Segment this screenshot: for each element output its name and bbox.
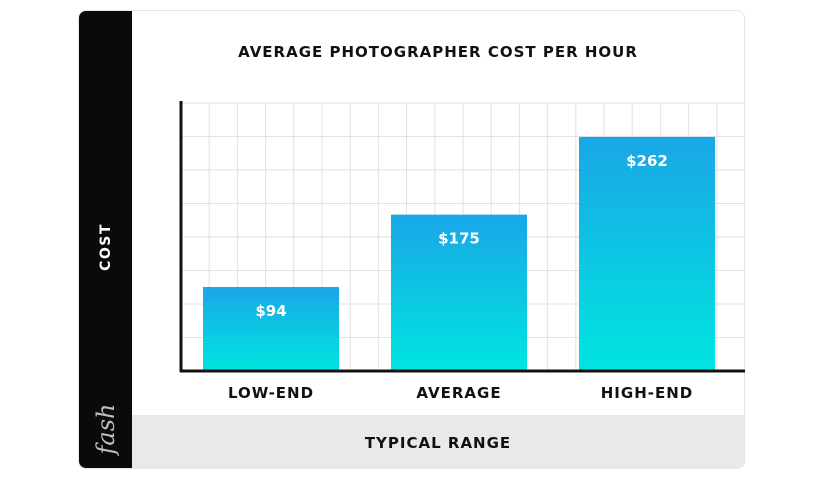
bar	[203, 287, 339, 371]
x-axis-label: TYPICAL RANGE	[364, 434, 512, 452]
bar	[579, 136, 715, 371]
x-tick-label: AVERAGE	[416, 384, 501, 402]
x-axis-band: TYPICAL RANGE	[132, 415, 744, 468]
bar-value-label: $175	[438, 230, 480, 248]
bar-value-label: $94	[255, 302, 286, 320]
y-axis-band: COST fash	[79, 11, 132, 468]
bar	[391, 214, 527, 371]
x-tick-label: HIGH-END	[601, 384, 693, 402]
chart-title: AVERAGE PHOTOGRAPHER COST PER HOUR	[238, 43, 638, 61]
bar-value-label: $262	[626, 152, 668, 170]
x-tick-label: LOW-END	[228, 384, 314, 402]
